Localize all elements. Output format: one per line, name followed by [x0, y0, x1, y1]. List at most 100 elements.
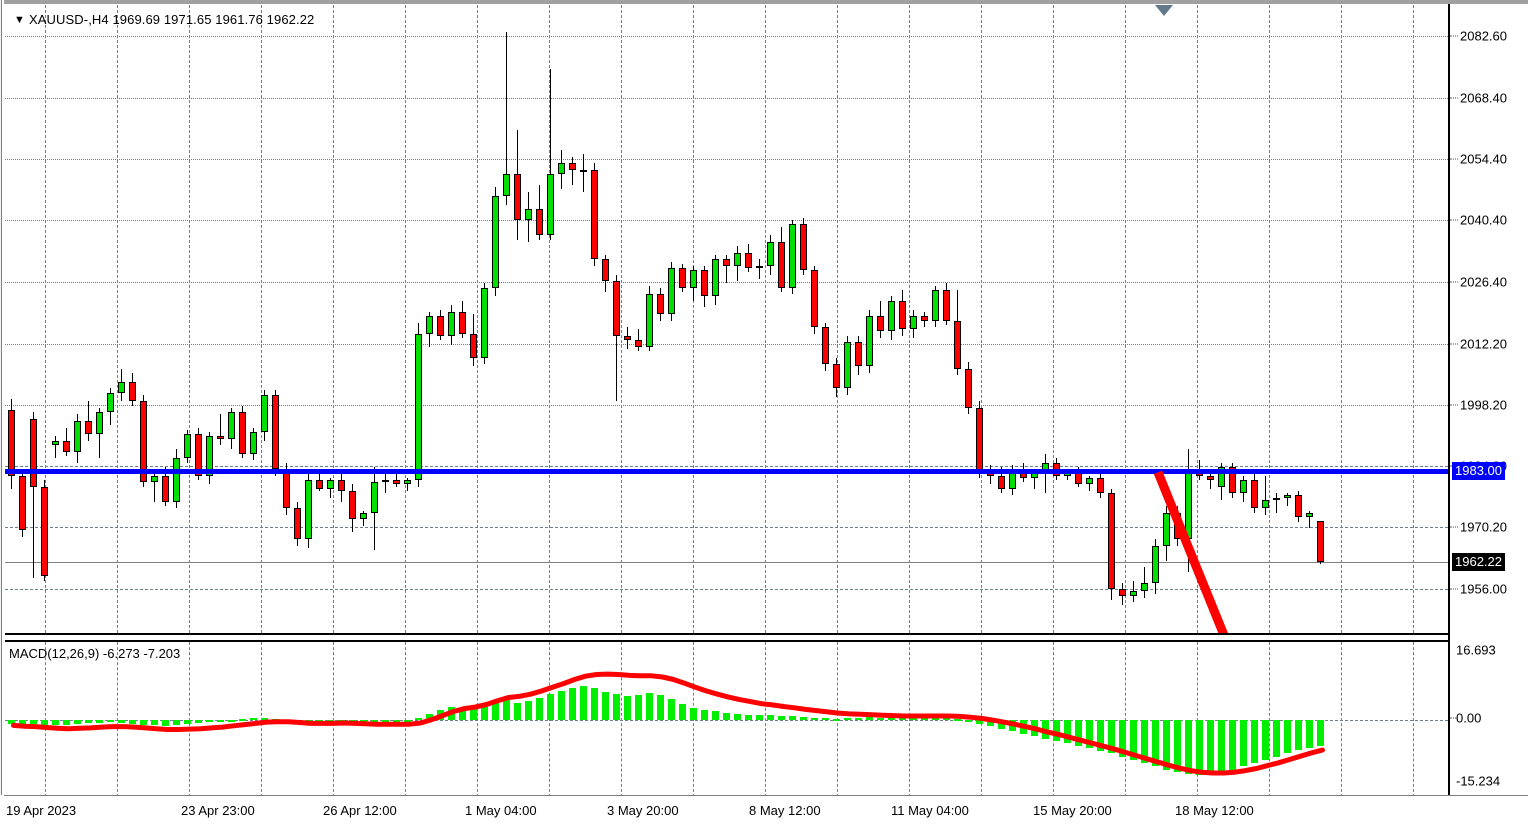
price-chart-pane[interactable]: ▼ XAUUSD-,H4 1969.69 1971.65 1961.76 1962… — [5, 5, 1448, 635]
candlestick — [1284, 5, 1291, 633]
price-vgrid-line — [621, 5, 622, 633]
price-hgrid-line — [5, 159, 1448, 161]
candle-body-bearish — [1053, 462, 1060, 476]
macd-histogram-bar — [1174, 720, 1181, 773]
time-tick-label: 11 May 04:00 — [891, 803, 969, 818]
macd-histogram-bar — [547, 694, 554, 721]
macd-histogram-bar — [184, 720, 191, 724]
price-axis[interactable]: 2082.60 2068.40 2054.40 2040.40 2026.40 2012.… — [1448, 4, 1528, 795]
candlestick — [459, 5, 466, 633]
candle-body-bullish — [558, 163, 565, 175]
candle-body-bullish — [96, 412, 103, 435]
macd-histogram-bar — [261, 718, 268, 721]
candle-wick — [1265, 475, 1266, 515]
macd-histogram-bar — [888, 718, 895, 721]
candle-body-bullish — [448, 311, 455, 336]
candle-body-bullish — [426, 316, 433, 334]
macd-histogram-bar — [591, 688, 598, 721]
macd-indicator-pane[interactable]: MACD(12,26,9) -6.273 -7.203 — [5, 640, 1448, 799]
price-tick-mark — [1450, 97, 1458, 99]
candle-body-bullish — [1141, 582, 1148, 592]
chevron-down-icon[interactable]: ▼ — [14, 14, 25, 26]
macd-vgrid-line — [189, 642, 190, 797]
macd-histogram-bar — [1240, 720, 1247, 767]
macd-vgrid-line — [1341, 642, 1342, 797]
candlestick — [1086, 5, 1093, 633]
candlestick — [833, 5, 840, 633]
macd-label: MACD(12,26,9) -6.273 -7.203 — [9, 646, 181, 661]
macd-histogram-bar — [778, 715, 785, 721]
macd-histogram-bar — [1262, 720, 1269, 760]
macd-histogram-bar — [1163, 720, 1170, 770]
candlestick — [492, 5, 499, 633]
candlestick — [723, 5, 730, 633]
candle-body-bearish — [393, 480, 400, 485]
price-tick-mark — [1450, 281, 1458, 283]
price-vgrid-line — [1413, 5, 1414, 633]
price-vgrid-line — [837, 5, 838, 633]
candlestick — [668, 5, 675, 633]
macd-histogram-bar — [712, 711, 719, 721]
price-tick-mark — [1450, 158, 1458, 160]
macd-histogram-bar — [1086, 720, 1093, 749]
candlestick — [1207, 5, 1214, 633]
candlestick — [800, 5, 807, 633]
macd-histogram-bar — [943, 717, 950, 721]
candlestick — [514, 5, 521, 633]
candlestick — [1240, 5, 1247, 633]
macd-histogram-bar — [679, 704, 686, 721]
price-hgrid-line — [5, 220, 1448, 222]
candlestick — [602, 5, 609, 633]
candle-body-bullish — [1218, 466, 1225, 487]
candlestick — [470, 5, 477, 633]
candlestick — [206, 5, 213, 633]
candle-body-bullish — [1152, 545, 1159, 583]
candle-body-bearish — [701, 270, 708, 297]
candlestick — [1053, 5, 1060, 633]
window-top-border — [0, 0, 1528, 4]
candle-body-bullish — [734, 252, 741, 266]
candlestick — [118, 5, 125, 633]
candle-body-bearish — [217, 436, 224, 439]
macd-histogram-bar — [514, 703, 521, 721]
time-tick-label: 8 May 12:00 — [749, 803, 821, 818]
macd-histogram-bar — [1064, 720, 1071, 744]
candlestick — [580, 5, 587, 633]
candle-body-bearish — [437, 316, 444, 336]
candlestick — [921, 5, 928, 633]
macd-histogram-bar — [734, 713, 741, 721]
price-vgrid-line — [909, 5, 910, 633]
triangle-down-marker-icon[interactable] — [1155, 5, 1173, 16]
macd-histogram-bar — [635, 695, 642, 721]
candle-body-bearish — [338, 480, 345, 491]
support-level-line[interactable] — [5, 469, 1448, 475]
macd-histogram-bar — [1119, 720, 1126, 757]
window-left-border — [0, 0, 4, 795]
candlestick — [1097, 5, 1104, 633]
candle-body-bullish — [866, 316, 873, 367]
candle-body-bullish — [492, 195, 499, 288]
price-vgrid-line — [45, 5, 46, 633]
down-arrow-drawing[interactable] — [5, 5, 1448, 633]
candle-wick — [550, 69, 551, 240]
price-hgrid-line — [5, 466, 1448, 468]
candlestick — [646, 5, 653, 633]
price-vgrid-line — [405, 5, 406, 633]
candle-wick — [583, 154, 584, 192]
candle-wick — [385, 473, 386, 494]
macd-histogram-bar — [8, 720, 15, 724]
price-vgrid-line — [765, 5, 766, 633]
candle-wick — [407, 477, 408, 491]
candlestick — [855, 5, 862, 633]
price-tick-label: 2082.60 — [1460, 28, 1507, 44]
candle-body-bullish — [1284, 495, 1291, 498]
time-axis[interactable]: 19 Apr 2023 23 Apr 23:00 26 Apr 12:00 1 May… — [4, 795, 1528, 825]
macd-histogram-bar — [646, 692, 653, 721]
candlestick — [1295, 5, 1302, 633]
candlestick — [932, 5, 939, 633]
price-vgrid-line — [981, 5, 982, 633]
candlestick — [679, 5, 686, 633]
candle-body-bearish — [965, 368, 972, 408]
candle-wick — [1276, 493, 1277, 513]
candlestick — [844, 5, 851, 633]
